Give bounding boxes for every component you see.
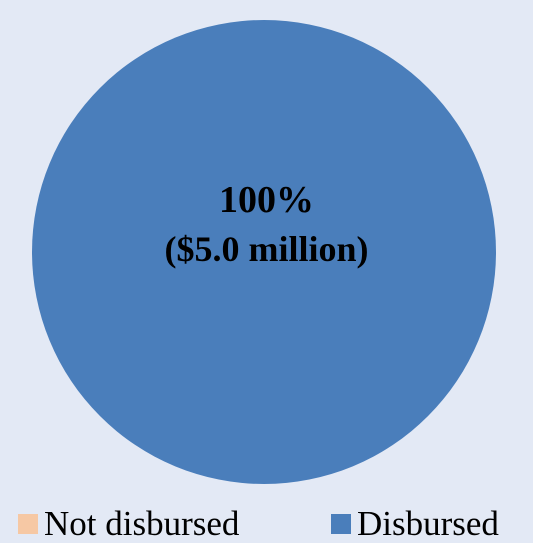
legend-swatch-not-disbursed [18,514,38,534]
legend-item-disbursed: Disbursed [331,505,499,543]
legend-item-not-disbursed: Not disbursed [18,505,239,543]
legend-label-not-disbursed: Not disbursed [44,504,240,543]
legend-swatch-disbursed [331,514,351,534]
data-label-amount: ($5.0 million) [164,229,369,269]
pie-slice-disbursed [32,20,496,484]
data-label-percent: 100% [219,179,314,221]
legend-label-disbursed: Disbursed [357,504,499,543]
